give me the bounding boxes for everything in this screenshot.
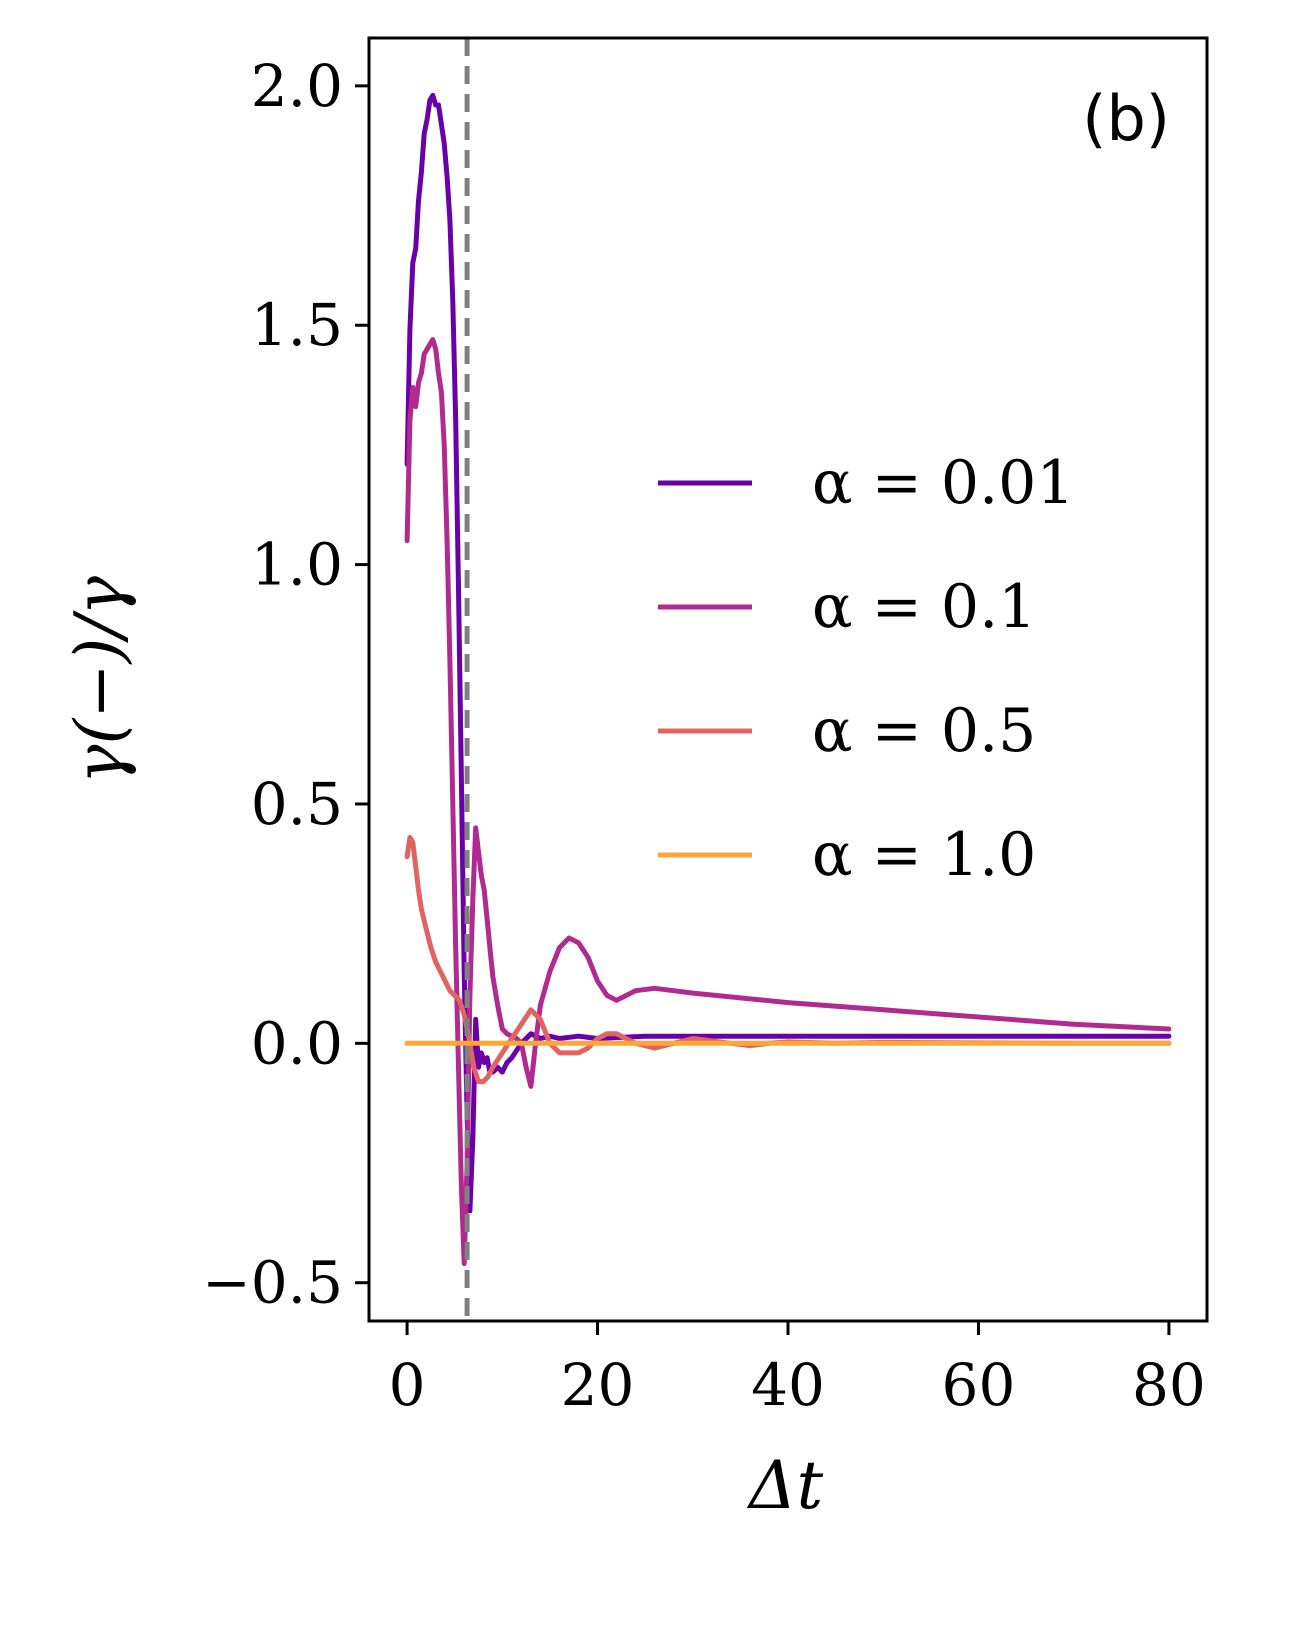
y-tick-label: 0.0 (251, 1009, 343, 1077)
series-line-1 (404, 337, 1172, 1267)
legend-label-1: α = 0.1 (812, 572, 1036, 642)
y-tick-label: −0.5 (202, 1249, 343, 1317)
x-tick-label: 20 (561, 1351, 635, 1419)
x-tick-label: 0 (389, 1351, 426, 1419)
x-tick-label: 40 (751, 1351, 825, 1419)
panel-label: (b) (1082, 82, 1170, 155)
series-line-0 (404, 92, 1172, 1214)
series-layer (404, 92, 1172, 1267)
y-axis-label: γ(−)/γ (61, 575, 138, 783)
x-tick-label: 60 (942, 1351, 1016, 1419)
x-axis: 0 20 40 60 80 (389, 1321, 1206, 1419)
y-tick-label: 2.0 (251, 52, 343, 120)
x-tick-label: 80 (1132, 1351, 1206, 1419)
legend-label-0: α = 0.01 (812, 448, 1075, 518)
y-tick-label: 1.0 (251, 531, 343, 599)
y-tick-label: 0.5 (251, 770, 343, 838)
y-tick-label: 1.5 (251, 291, 343, 359)
x-axis-label: Δt (746, 1447, 824, 1524)
legend-label-2: α = 0.5 (812, 696, 1036, 766)
legend: α = 0.01 α = 0.1 α = 0.5 α = 1.0 (658, 448, 1075, 890)
y-axis: −0.5 0.0 0.5 1.0 1.5 2.0 (202, 52, 369, 1317)
legend-label-3: α = 1.0 (812, 820, 1036, 890)
